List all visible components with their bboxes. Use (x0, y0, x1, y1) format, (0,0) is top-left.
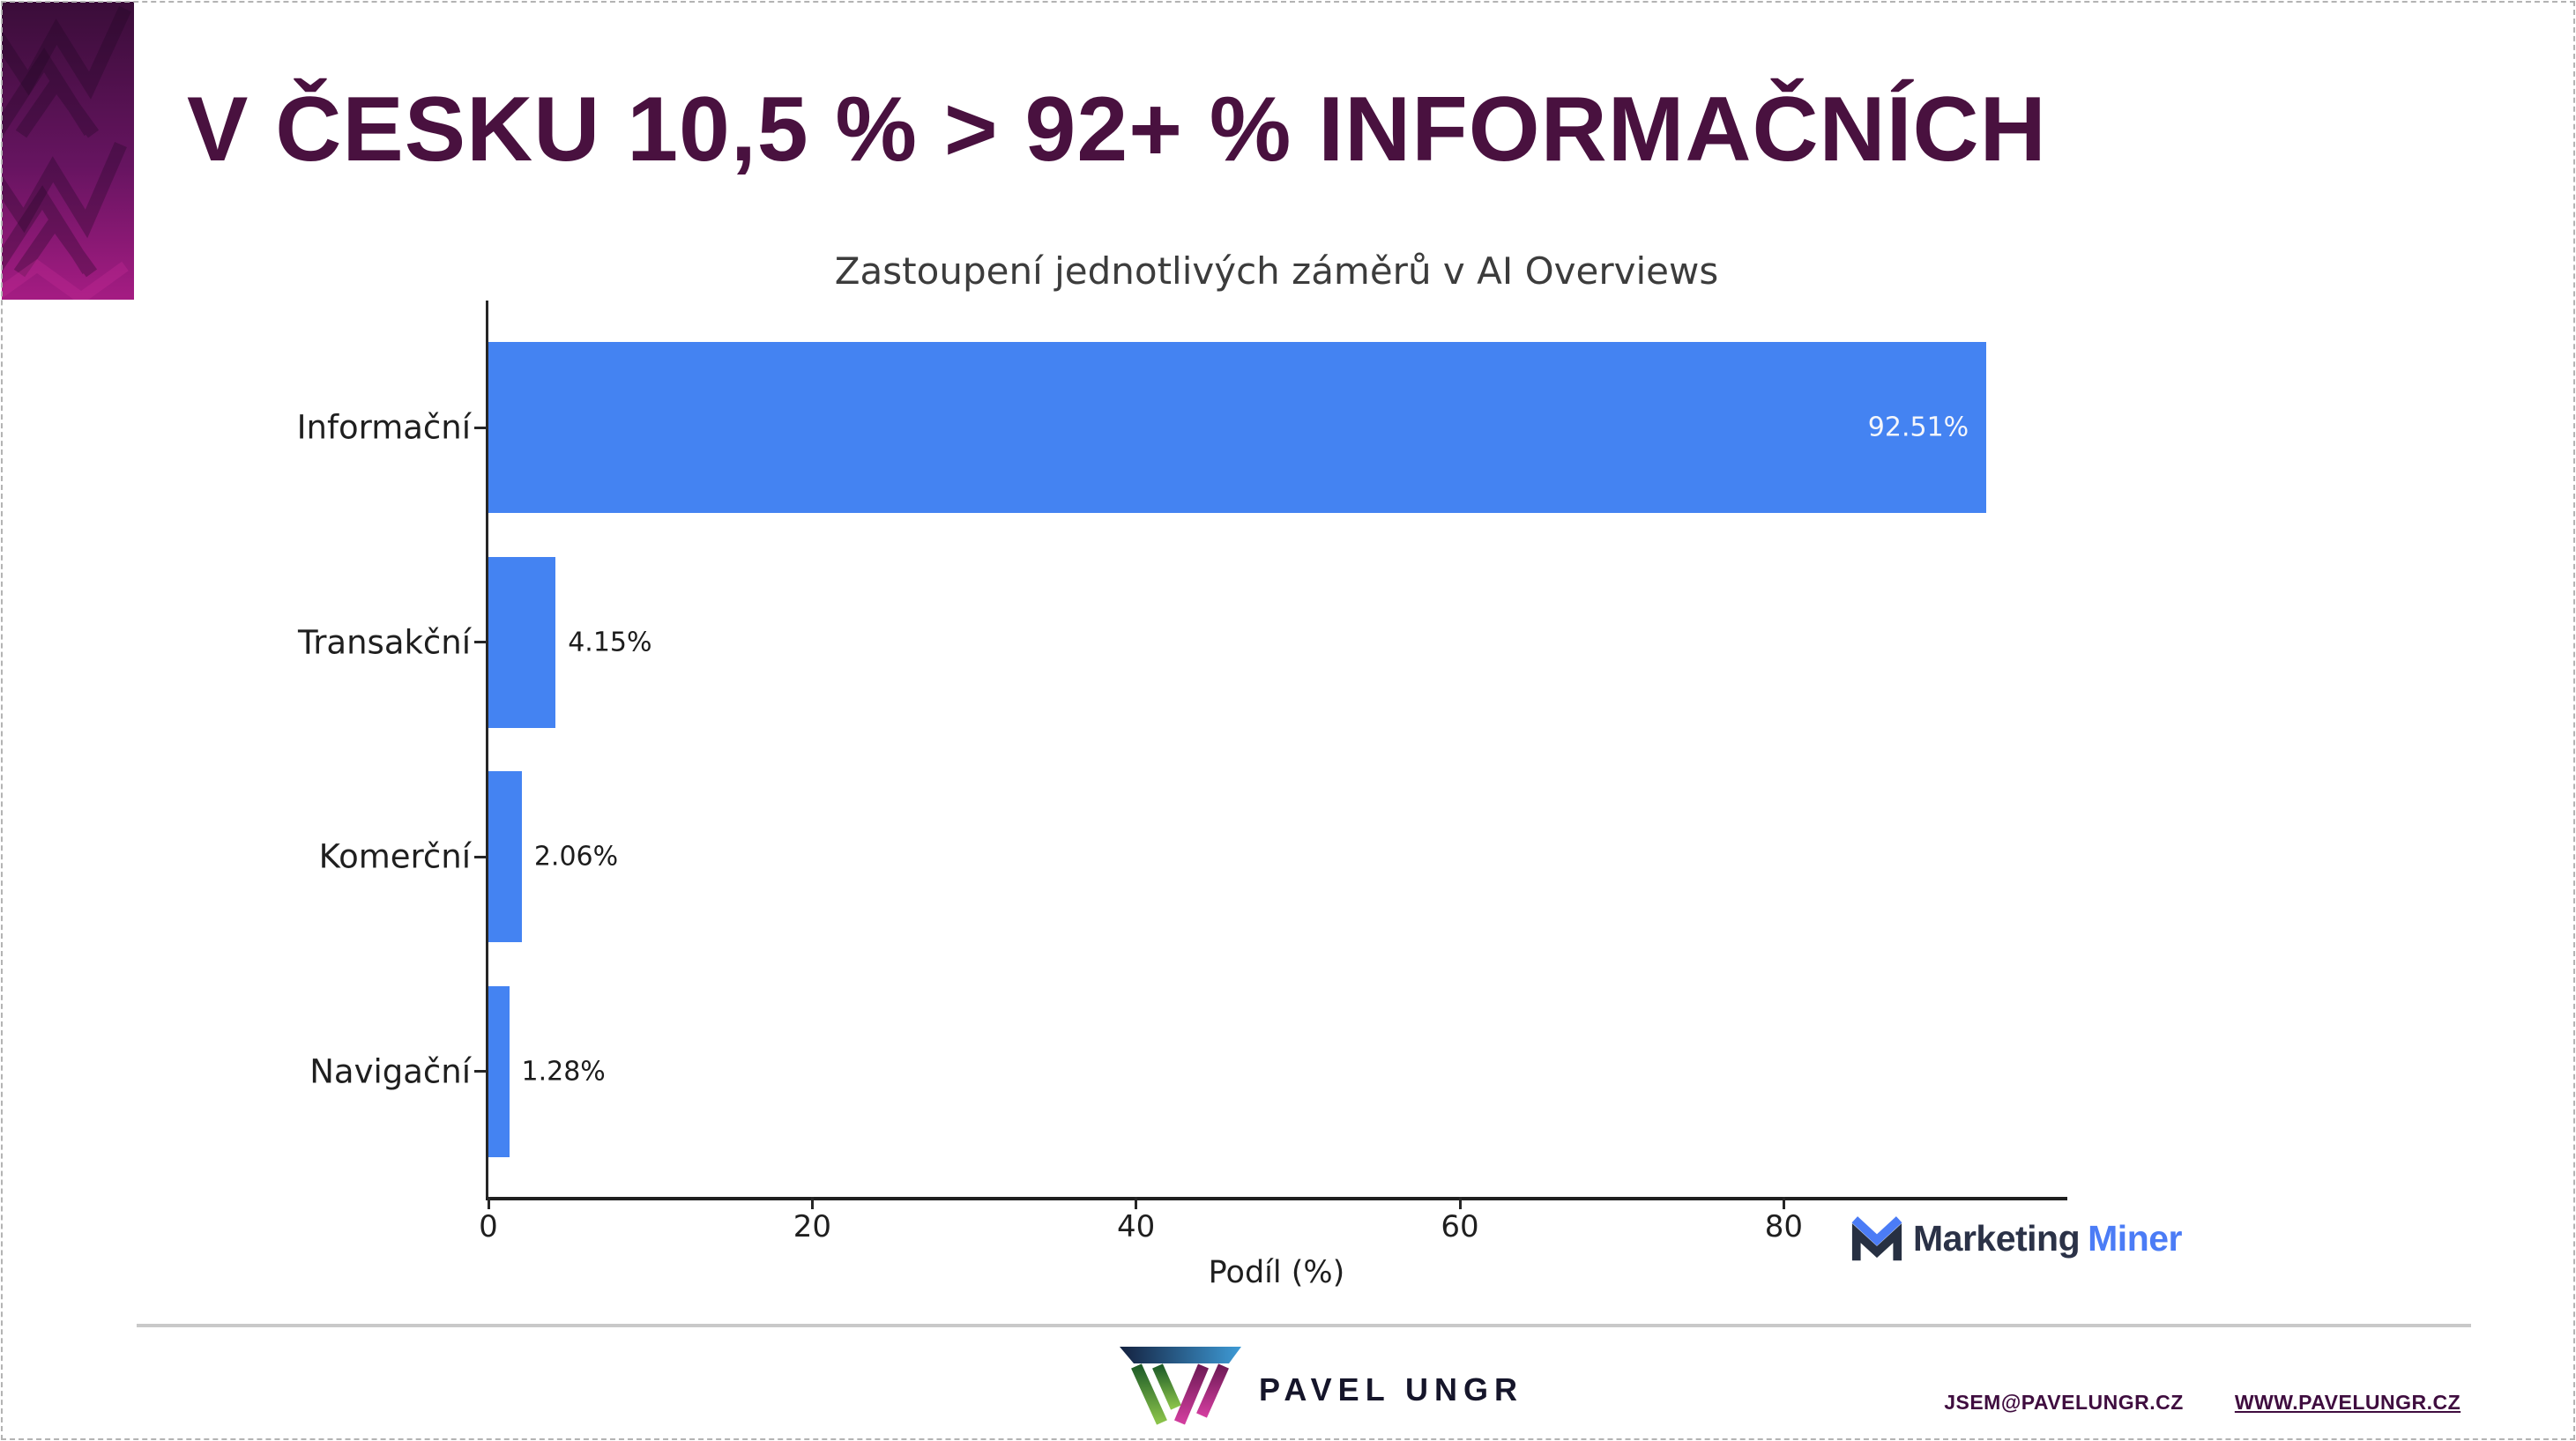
x-axis-spine (486, 1197, 2067, 1200)
marketing-miner-logo: Marketing Miner (1850, 1211, 2183, 1266)
pavel-ungr-mark-icon (1120, 1347, 1241, 1425)
pavel-ungr-logo (1113, 1343, 1245, 1430)
bar-value-label: 2.06% (533, 841, 619, 873)
marketing-miner-text-blue: Miner (2088, 1217, 2183, 1259)
y-axis-spine (486, 301, 488, 1200)
x-tick-mark (1782, 1197, 1785, 1209)
x-tick-mark (1135, 1197, 1138, 1209)
marketing-miner-text-dark: Marketing (1913, 1217, 2081, 1259)
category-label: Transakční (298, 623, 471, 662)
x-tick-label: 20 (793, 1209, 831, 1244)
x-axis-label: Podíl (%) (1208, 1255, 1345, 1290)
x-tick-mark (487, 1197, 490, 1209)
chart-title: Zastoupení jednotlivých záměrů v AI Over… (834, 249, 1719, 293)
y-tick-mark (474, 426, 487, 429)
y-tick-mark (474, 855, 487, 858)
x-tick-mark (810, 1197, 814, 1209)
bar-value-label: 4.15% (568, 627, 652, 658)
bar-value-label: 1.28% (521, 1056, 606, 1088)
chart-bar (488, 342, 1987, 513)
sidebar-ornament (0, 2, 134, 306)
footer-email-link: JSEM@PAVELUNGR.CZ (1944, 1391, 2184, 1414)
footer-divider (137, 1324, 2471, 1327)
x-tick-mark (1458, 1197, 1462, 1209)
footer-website-link[interactable]: WWW.PAVELUNGR.CZ (2234, 1391, 2461, 1414)
chart-bar (488, 556, 556, 728)
x-tick-label: 60 (1441, 1209, 1479, 1244)
slide-title: V ČESKU 10,5 % > 92+ % INFORMAČNÍCH (187, 78, 2047, 181)
category-label: Navigační (309, 1052, 471, 1091)
bar-value-label: 92.51% (1867, 412, 1969, 443)
chart-bar (488, 771, 522, 943)
x-tick-label: 0 (479, 1209, 498, 1244)
y-tick-mark (474, 641, 487, 644)
chart-bar (488, 985, 510, 1157)
marketing-miner-wordmark: Marketing Miner (1913, 1217, 2183, 1259)
y-tick-mark (474, 1070, 487, 1073)
x-tick-label: 40 (1117, 1209, 1156, 1244)
category-label: Komerční (318, 837, 471, 876)
category-label: Informační (296, 408, 471, 447)
pavel-ungr-wordmark: PAVEL UNGR (1259, 1371, 1524, 1408)
marketing-miner-mark-icon (1851, 1216, 1902, 1261)
x-tick-label: 80 (1764, 1209, 1804, 1244)
sidebar-pattern-graphic (0, 2, 134, 306)
